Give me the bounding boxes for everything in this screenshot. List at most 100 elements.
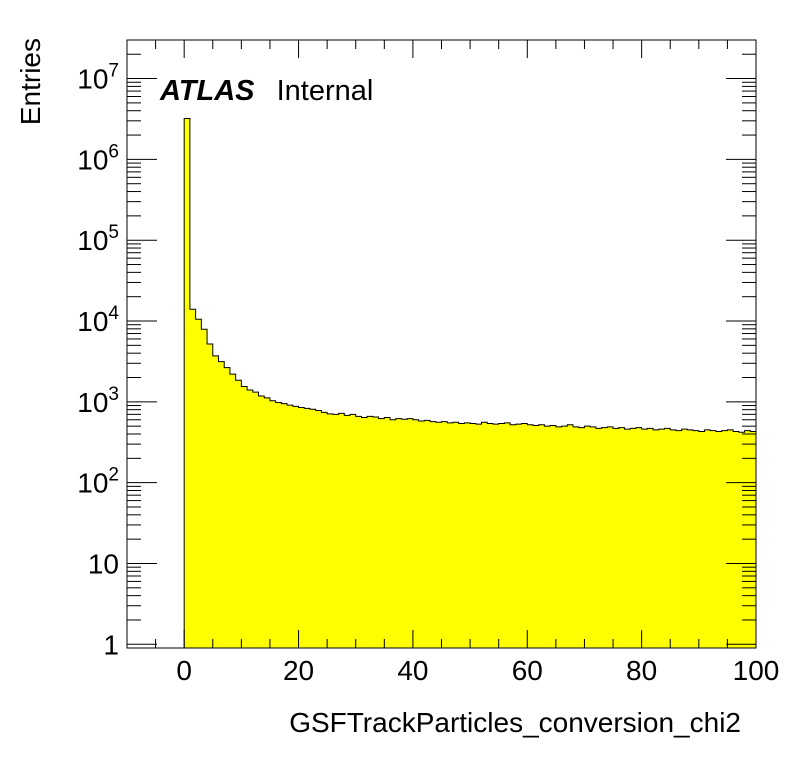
histogram-bar [630, 428, 637, 648]
histogram-bar [390, 419, 397, 648]
x-tick-label: 100 [733, 655, 780, 686]
histogram-bar [384, 417, 391, 648]
histogram-bar [441, 421, 448, 648]
y-tick-label: 105 [77, 222, 119, 256]
histogram-bar [555, 426, 562, 648]
histogram-bar [407, 418, 414, 648]
histogram-bar [561, 426, 568, 648]
histogram-bar [704, 429, 711, 648]
histogram-bar [281, 403, 288, 648]
histogram-bar [424, 420, 431, 648]
histogram-bar [355, 416, 362, 648]
histogram-bar [350, 414, 357, 648]
histogram-bar [412, 419, 420, 648]
y-tick-label: 10 [88, 548, 119, 579]
histogram-bar [264, 397, 271, 648]
histogram-bar [515, 424, 522, 648]
atlas-label: ATLAS Internal [159, 75, 373, 107]
histogram-bar [418, 420, 425, 648]
histogram-bar [258, 396, 265, 648]
histogram-bar [613, 428, 620, 648]
histogram-bar [595, 428, 603, 648]
histogram-bar [573, 426, 580, 648]
histogram-bar [458, 423, 465, 648]
histogram-bar [647, 428, 654, 648]
histogram-bar [641, 429, 648, 648]
histogram-bar [338, 413, 345, 648]
histogram-bar [304, 408, 311, 648]
histogram-bar [327, 413, 334, 648]
histogram-bar [681, 429, 688, 648]
histogram-bar [332, 414, 339, 648]
histogram-bar [670, 429, 677, 648]
histogram-bar [618, 427, 625, 648]
x-tick-labels: 0 20 40 60 80 100 [176, 655, 779, 686]
histogram-bar [653, 429, 660, 648]
histogram-bar [275, 402, 282, 648]
histogram-bar [532, 425, 540, 648]
histogram-bar [184, 118, 191, 649]
histogram-bar [229, 374, 237, 648]
histogram-bar [315, 410, 322, 648]
histogram-bar [218, 361, 225, 648]
histogram-outline [183, 118, 757, 648]
histogram-bar [498, 423, 505, 648]
histogram-bar [224, 367, 231, 648]
histogram-bar [601, 427, 608, 648]
y-axis-ticks [127, 39, 756, 649]
histogram-bar [395, 418, 402, 648]
histogram-bar [247, 390, 254, 648]
histogram-bar [675, 430, 683, 648]
histogram-bar [269, 400, 277, 648]
atlas-internal-text: Internal [277, 75, 374, 107]
histogram-bar [235, 380, 242, 648]
histogram-outline-group [183, 118, 757, 648]
histogram-bar [241, 386, 248, 648]
y-tick-label: 103 [77, 384, 119, 418]
histogram-bar [492, 424, 500, 648]
y-tick-label: 1 [103, 629, 119, 660]
histogram-bar [252, 392, 259, 648]
histogram-bar [361, 417, 368, 648]
histogram-bar [298, 407, 305, 648]
histogram-bar [590, 426, 597, 648]
histogram-bar [635, 427, 643, 648]
histogram-bar [738, 432, 745, 648]
histogram-bars [184, 118, 757, 649]
y-tick-label: 107 [77, 61, 119, 95]
histogram-bar [201, 329, 208, 648]
x-tick-label: 0 [176, 655, 192, 686]
histogram-bar [750, 431, 757, 648]
histogram-bar [578, 427, 585, 648]
histogram-bar [504, 422, 511, 648]
histogram-bar [470, 423, 477, 648]
histogram-bar [698, 431, 705, 648]
histogram-bar [538, 424, 545, 648]
histogram-bar [207, 343, 214, 648]
y-tick-label: 102 [77, 465, 119, 499]
histogram-bar [452, 422, 460, 648]
y-tick-label: 104 [77, 303, 119, 337]
histogram-bar [447, 422, 454, 648]
histogram-bar [527, 424, 534, 648]
histogram-bar [624, 429, 631, 648]
histogram-bar [693, 430, 700, 648]
y-tick-labels: 1 10 102 103 104 105 106 107 [77, 61, 119, 661]
histogram-bar [710, 430, 717, 648]
histogram-bar [195, 319, 202, 648]
histogram-bar [544, 426, 551, 648]
histogram-bar [664, 428, 671, 648]
histogram-bar [658, 429, 665, 648]
y-tick-label: 106 [77, 141, 119, 175]
histogram-bar [487, 423, 494, 648]
x-tick-label: 40 [397, 655, 428, 686]
histogram-bar [464, 422, 471, 648]
histogram-bar [721, 430, 728, 648]
histogram-bar [475, 424, 482, 648]
histogram-bar [292, 406, 299, 648]
histogram-bar [521, 423, 528, 648]
histogram-bar [727, 429, 734, 648]
x-tick-label: 80 [626, 655, 657, 686]
histogram-bar [372, 416, 379, 648]
